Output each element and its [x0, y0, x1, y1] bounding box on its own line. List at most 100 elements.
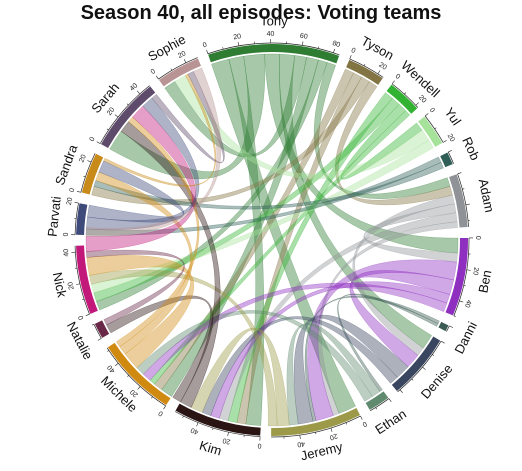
ribbon-jeremy-nick	[89, 269, 278, 427]
chord-ribbons	[85, 53, 459, 427]
ribbon-sarah-sophie	[151, 71, 225, 164]
tick-baseline-ben	[453, 237, 470, 316]
ribbon-ben-kim	[210, 281, 451, 419]
tick-mark	[183, 59, 187, 63]
tick-mark	[360, 415, 363, 420]
tick-baseline-sarah	[99, 85, 150, 144]
arc-tony	[208, 44, 340, 64]
ribbon-kim-natalie	[106, 295, 214, 403]
arc-sarah	[101, 86, 156, 149]
tick-mark	[440, 340, 445, 344]
tick-baseline-yul	[424, 115, 444, 143]
tick-label: 40	[297, 440, 306, 448]
tick-mark	[114, 114, 119, 118]
label-nick: Nick	[50, 271, 70, 299]
tick-label: 0	[361, 420, 368, 428]
tick-baseline-wendell	[391, 83, 419, 108]
tick-mark	[415, 102, 419, 106]
label-sophie: Sophie	[145, 32, 188, 65]
ribbon-michele-sarah	[116, 116, 200, 348]
tick-label: 40	[129, 82, 140, 92]
ribbon-ben-denise	[349, 270, 454, 368]
ribbon-tony-ben	[264, 53, 459, 254]
arc-parvati	[76, 203, 88, 236]
tick-mark	[465, 203, 470, 206]
arc-michele	[107, 342, 171, 405]
label-rob: Rob	[459, 135, 483, 163]
ribbon-denise-jeremy	[293, 314, 409, 425]
ribbon-tony-kim	[228, 55, 265, 426]
tick-label: 0	[63, 232, 70, 236]
ribbon-ethan-jeremy	[286, 323, 381, 426]
tick-label: 20	[377, 62, 387, 72]
tick-baseline-kim	[174, 411, 261, 437]
tick-baseline-tyson	[349, 58, 384, 78]
tick-mark	[333, 48, 335, 53]
tick-mark	[453, 315, 456, 317]
ribbon-danni-jeremy	[304, 295, 440, 422]
ribbon-natalie-nick	[86, 249, 185, 326]
tick-label: 20	[471, 267, 479, 276]
tick-label: 0	[428, 107, 436, 115]
arc-sophie	[158, 58, 201, 87]
tick-mark	[377, 70, 381, 75]
arc-natalie	[94, 320, 110, 338]
ribbon-parvati-sarah	[86, 97, 200, 230]
arc-danni	[438, 321, 449, 332]
tick-mark	[299, 434, 301, 440]
tick-mark	[457, 172, 462, 175]
ribbon-tony-adam	[313, 62, 451, 199]
tick-label: 0	[89, 136, 97, 143]
label-yul: Yul	[442, 105, 465, 128]
arc-nick	[76, 245, 98, 314]
tick-mark	[302, 41, 304, 46]
ribbon-denise-kim	[201, 316, 398, 416]
tick-mark	[170, 68, 173, 71]
ribbon-tyson-adam	[335, 81, 453, 206]
ribbon-tony-jeremy	[211, 58, 356, 414]
tick-label: 40	[267, 31, 275, 38]
tick-mark	[391, 80, 395, 85]
ribbon-tony-denise	[279, 53, 432, 349]
label-natalie: Natalie	[64, 319, 96, 362]
arc-tyson	[346, 59, 383, 85]
tick-mark	[411, 378, 414, 381]
tick-mark	[462, 188, 465, 190]
label-jeremy: Jeremy	[299, 439, 344, 463]
ribbon-michele-nick	[86, 255, 195, 369]
ribbon-parvati-sandra	[87, 160, 185, 223]
tick-baseline-adam	[457, 173, 469, 227]
tick-mark	[349, 55, 352, 60]
tick-baseline-denise	[397, 340, 442, 393]
label-adam: Adam	[476, 177, 498, 213]
tick-label: 20	[233, 33, 242, 41]
tick-mark	[155, 75, 159, 80]
tick-baseline-rob	[447, 151, 454, 164]
ribbon-tyson-kim	[236, 72, 362, 425]
ribbon-tony-nick	[96, 59, 328, 311]
ribbon-jeremy-kim	[190, 327, 290, 427]
tick-mark	[388, 398, 392, 402]
tick-baseline-jeremy	[271, 415, 361, 438]
ribbon-kim-sarah	[120, 121, 221, 408]
arc-yul	[418, 116, 443, 147]
ribbon-ben-michele	[142, 282, 448, 381]
ribbon-tony-michele	[161, 57, 319, 397]
ribbon-adam-jeremy	[317, 221, 458, 416]
ribbon-wendell-michele	[149, 110, 411, 385]
label-ethan: Ethan	[372, 406, 409, 437]
ribbon-danni-ethan	[337, 293, 439, 392]
ribbon-sandra-sophie	[103, 73, 217, 187]
tick-mark	[107, 350, 110, 352]
tick-label: 40	[63, 248, 70, 256]
tick-mark	[151, 396, 153, 399]
tick-mark	[466, 269, 471, 271]
arc-rob	[440, 152, 453, 168]
tick-mark	[404, 92, 406, 95]
tick-baseline-michele	[106, 347, 166, 407]
tick-mark	[424, 113, 429, 117]
tick-label: 40	[106, 363, 116, 374]
tick-label: 20	[106, 106, 116, 117]
ribbon-rob-sandra	[93, 162, 444, 210]
